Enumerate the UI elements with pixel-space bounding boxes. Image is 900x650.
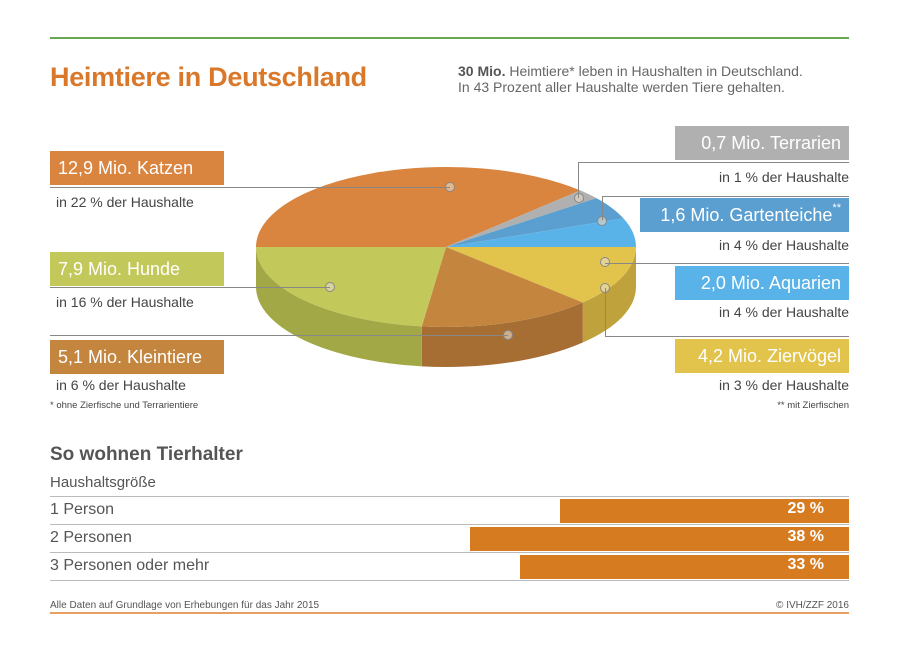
- households-terrarien: in 1 % der Haushalte: [719, 169, 849, 185]
- bar-row: 3 Personen oder mehr 33 %: [50, 552, 849, 580]
- pie-chart: [256, 167, 636, 367]
- pie-slice-aquarien: [446, 218, 636, 247]
- footnote-2: ** mit Zierfischen: [777, 400, 849, 411]
- households-gartenteiche: in 4 % der Haushalte: [719, 237, 849, 253]
- pie-side-hunde: [256, 247, 422, 367]
- pie-slice-ziervoegel: [446, 247, 636, 303]
- label-gartenteiche-sup: **: [832, 202, 841, 214]
- label-aquarien: 2,0 Mio. Aquarien: [675, 266, 849, 300]
- leader-terrarien-v: [578, 162, 579, 198]
- leader-gartenteiche: [602, 196, 849, 197]
- pie-slice-gartenteiche: [446, 198, 624, 247]
- bar-row: 2 Personen 38 %: [50, 524, 849, 552]
- leader-kleintiere: [50, 335, 508, 336]
- label-kleintiere: 5,1 Mio. Kleintiere: [50, 340, 224, 374]
- pie-side-ziervoegel: [582, 247, 636, 343]
- intro-line2: In 43 Prozent aller Haushalte werden Tie…: [458, 79, 785, 95]
- households-aquarien: in 4 % der Haushalte: [719, 304, 849, 320]
- leader-katzen: [50, 187, 450, 188]
- pie-slice-kleintiere: [421, 247, 583, 327]
- label-terrarien: 0,7 Mio. Terrarien: [675, 126, 849, 160]
- callout-dot-terrarien: [574, 193, 584, 203]
- households-ziervoegel: in 3 % der Haushalte: [719, 377, 849, 393]
- bar: [520, 555, 849, 579]
- bar-value-label: 33 %: [787, 556, 824, 573]
- source-note: Alle Daten auf Grundlage von Erhebungen …: [50, 600, 320, 611]
- copyright: © IVH/ZZF 2016: [776, 600, 849, 611]
- label-hunde: 7,9 Mio. Hunde: [50, 252, 224, 286]
- pie-side-kleintiere: [421, 302, 583, 367]
- leader-hunde: [50, 287, 330, 288]
- leader-ziervoegel: [605, 336, 849, 337]
- label-ziervoegel: 4,2 Mio. Ziervögel: [675, 339, 849, 373]
- bar-category: 3 Personen oder mehr: [50, 557, 210, 574]
- bar-category: 1 Person: [50, 501, 115, 518]
- leader-ziervoegel-v: [605, 288, 606, 336]
- households-kleintiere: in 6 % der Haushalte: [56, 377, 186, 393]
- pie-slice-terrarien: [446, 190, 597, 247]
- bar-category: 2 Personen: [50, 529, 132, 546]
- page-title: Heimtiere in Deutschland: [50, 62, 367, 92]
- top-rule: [50, 37, 849, 39]
- intro-bold: 30 Mio.: [458, 63, 506, 79]
- leader-terrarien: [578, 162, 849, 163]
- leader-aquarien: [605, 263, 849, 264]
- intro-rest: Heimtiere* leben in Haushalten in Deutsc…: [505, 63, 803, 79]
- footnote-1: * ohne Zierfische und Terrarientiere: [50, 400, 199, 411]
- bar-value-label: 29 %: [787, 500, 824, 517]
- label-gartenteiche-text: 1,6 Mio. Gartenteiche: [660, 205, 833, 225]
- households-hunde: in 16 % der Haushalte: [56, 294, 194, 310]
- section-title: So wohnen Tierhalter: [50, 444, 243, 465]
- bar: [559, 499, 849, 523]
- pie-slice-hunde: [256, 247, 446, 327]
- bar-value-label: 38 %: [787, 528, 824, 545]
- bar-axis-label: Haushaltsgröße: [50, 474, 156, 491]
- bar-row: 1 Person 29 %: [50, 496, 849, 524]
- callout-dot-aquarien: [600, 257, 610, 267]
- label-katzen: 12,9 Mio. Katzen: [50, 151, 224, 185]
- bottom-rule: [50, 612, 849, 614]
- leader-gartenteiche-v: [602, 196, 603, 220]
- label-gartenteiche: 1,6 Mio. Gartenteiche**: [640, 198, 849, 232]
- households-katzen: in 22 % der Haushalte: [56, 194, 194, 210]
- bar-bottom-rule: [50, 580, 849, 581]
- bar: [470, 527, 849, 551]
- intro-text: 30 Mio. Heimtiere* leben in Haushalten i…: [458, 63, 803, 95]
